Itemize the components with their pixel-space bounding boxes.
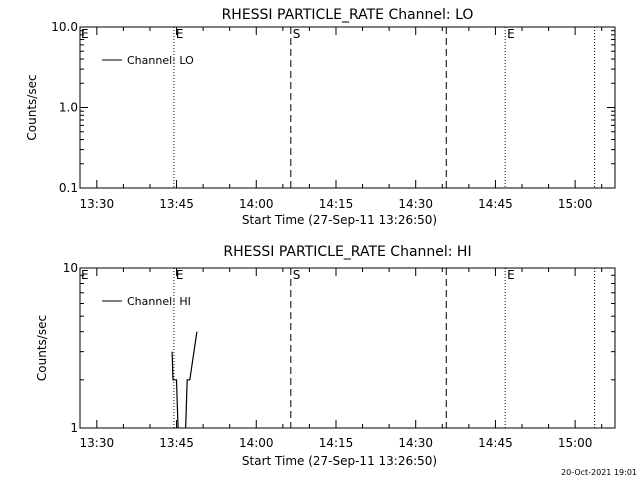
x-axis-label: Start Time (27-Sep-11 13:26:50) bbox=[242, 454, 437, 468]
event-marker-label: E bbox=[507, 268, 515, 282]
x-axis-label: Start Time (27-Sep-11 13:26:50) bbox=[242, 213, 437, 227]
chart-title: RHESSI PARTICLE_RATE Channel: HI bbox=[223, 244, 471, 260]
plot-frame bbox=[79, 26, 616, 189]
x-tick-label: 14:15 bbox=[319, 436, 354, 450]
event-marker-label: S bbox=[293, 268, 301, 282]
event-marker-label: E bbox=[176, 27, 184, 41]
y-tick-label: 1.0 bbox=[59, 101, 78, 115]
y-tick-label: 1 bbox=[70, 421, 78, 435]
legend-label: Channel: HI bbox=[127, 295, 191, 308]
x-tick-label: 14:15 bbox=[319, 197, 354, 211]
x-tick-label: 14:00 bbox=[239, 197, 274, 211]
event-marker-label: S bbox=[293, 27, 301, 41]
x-tick-label: 14:30 bbox=[398, 436, 433, 450]
y-axis-label: Counts/sec bbox=[35, 315, 49, 381]
event-marker-label: E bbox=[176, 268, 184, 282]
x-tick-label: 13:30 bbox=[80, 436, 115, 450]
y-tick-label: 10 bbox=[63, 261, 78, 275]
chart-panel-1: RHESSI PARTICLE_RATE Channel: LO Counts/s… bbox=[25, 7, 616, 227]
x-tick-label: 15:00 bbox=[558, 436, 593, 450]
x-tick-label: 14:45 bbox=[478, 436, 513, 450]
y-tick-label: 10.0 bbox=[51, 20, 78, 34]
x-tick-label: 14:30 bbox=[398, 197, 433, 211]
x-tick-label: 14:00 bbox=[239, 436, 274, 450]
y-tick-label: 0.1 bbox=[59, 181, 78, 195]
x-tick-label: 13:45 bbox=[159, 197, 194, 211]
edge-marker-label: E bbox=[81, 268, 89, 282]
x-tick-label: 14:45 bbox=[478, 197, 513, 211]
data-series-line bbox=[171, 331, 198, 428]
x-tick-label: 13:30 bbox=[80, 197, 115, 211]
footer-timestamp: 20-Oct-2021 19:01 bbox=[561, 468, 637, 477]
x-tick-label: 13:45 bbox=[159, 436, 194, 450]
plot-frame bbox=[79, 267, 616, 429]
event-marker-label: E bbox=[507, 27, 515, 41]
y-axis-label: Counts/sec bbox=[25, 74, 39, 140]
edge-marker-label: E bbox=[81, 27, 89, 41]
chart-title: RHESSI PARTICLE_RATE Channel: LO bbox=[222, 7, 474, 23]
legend-label: Channel: LO bbox=[127, 54, 194, 67]
chart-panel-2: RHESSI PARTICLE_RATE Channel: HI Counts/s… bbox=[35, 244, 616, 468]
x-tick-label: 15:00 bbox=[558, 197, 593, 211]
